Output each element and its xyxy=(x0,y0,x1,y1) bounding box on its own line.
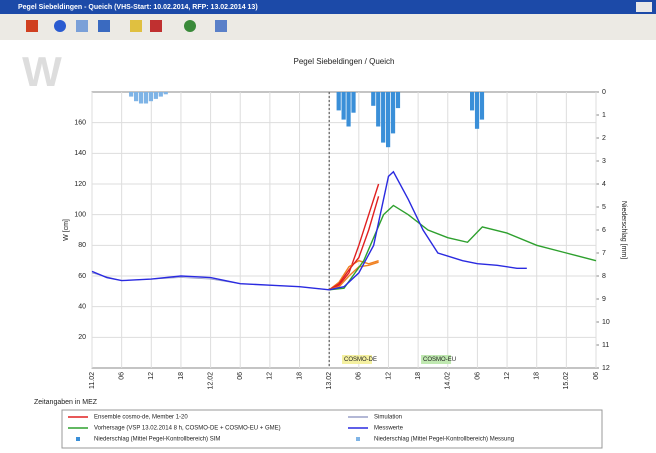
chart-title: Pegel Siebeldingen / Queich xyxy=(294,57,395,66)
y-tick-label: 160 xyxy=(74,120,86,127)
x-tick-label: 18 xyxy=(415,372,422,380)
legend-label: Niederschlag (Mittel Pegel-Kontrollberei… xyxy=(94,437,220,443)
logo: W xyxy=(22,48,62,95)
x-tick-label: 12 xyxy=(267,372,274,380)
y2-tick-label: 11 xyxy=(602,342,609,349)
y-tick-label: 60 xyxy=(78,273,86,280)
annotation-box xyxy=(421,355,452,364)
x-tick-label: 14.02 xyxy=(445,372,452,390)
y-tick-label: 40 xyxy=(78,304,86,311)
legend-label: Niederschlag (Mittel Pegel-Kontrollberei… xyxy=(374,437,514,443)
x-tick-label: 18 xyxy=(534,372,541,380)
line xyxy=(328,196,380,291)
x-tick-label: 06 xyxy=(474,372,481,380)
tool-icon[interactable] xyxy=(98,20,110,32)
y2-tick-label: 6 xyxy=(602,227,606,234)
close-button[interactable] xyxy=(636,2,652,12)
x-tick-label: 06 xyxy=(237,372,244,380)
y2-tick-label: 1 xyxy=(602,112,606,119)
x-tick-label: 18 xyxy=(296,372,303,380)
precip-bar xyxy=(336,92,341,111)
title-bar xyxy=(0,0,656,14)
x-tick-label: 12.02 xyxy=(207,372,214,390)
legend-label: Ensemble cosmo-de, Member 1-20 xyxy=(94,415,188,421)
tool-icon[interactable] xyxy=(150,20,162,32)
annotation: COSMO-EU xyxy=(423,357,456,363)
legend-swatch xyxy=(356,437,360,441)
x-tick-label: 11.02 xyxy=(89,372,96,389)
precip-bar xyxy=(129,92,134,97)
y2-tick-label: 10 xyxy=(602,319,610,326)
tool-icon[interactable] xyxy=(130,20,142,32)
y2-tick-label: 3 xyxy=(602,158,606,165)
precip-bar xyxy=(346,92,351,127)
line xyxy=(328,261,379,291)
precip-bar xyxy=(163,92,168,95)
precip-bar xyxy=(390,92,396,134)
x-tick-label: 12 xyxy=(504,372,511,380)
precip-bar xyxy=(351,92,356,113)
y2-axis-label: Niederschlag [mm] xyxy=(620,201,627,259)
precip-bar xyxy=(376,92,381,127)
y2-tick-label: 0 xyxy=(602,89,606,96)
y2-tick-label: 9 xyxy=(602,296,606,303)
y2-tick-label: 12 xyxy=(602,365,610,372)
legend xyxy=(61,409,603,449)
y-tick-label: 100 xyxy=(74,212,86,219)
tool-icon[interactable] xyxy=(184,20,196,32)
tool-icon[interactable] xyxy=(215,20,227,32)
x-tick-label: 18 xyxy=(178,372,185,380)
precip-bar xyxy=(395,92,401,109)
tool-icon[interactable] xyxy=(76,20,88,32)
legend-swatch xyxy=(76,437,80,441)
line xyxy=(329,204,597,291)
legend-label: Messwerte xyxy=(374,426,404,432)
precip-bar xyxy=(474,92,480,129)
line xyxy=(328,183,380,291)
annotation-box xyxy=(342,355,372,364)
plot-area xyxy=(91,91,597,369)
x-tick-label: 15.02 xyxy=(563,372,570,390)
precip-bar xyxy=(381,92,386,143)
y-tick-label: 80 xyxy=(78,242,86,249)
y-axis-label: W [cm] xyxy=(63,219,70,241)
y-tick-label: 20 xyxy=(78,334,86,341)
x-tick-label: 12 xyxy=(385,372,392,380)
x-tick-label: 06 xyxy=(593,372,600,380)
y2-tick-label: 7 xyxy=(602,250,606,257)
tool-icon[interactable] xyxy=(26,20,38,32)
y-tick-label: 140 xyxy=(74,150,86,157)
x-tick-label: 13.02 xyxy=(326,372,333,390)
note: Zeitangaben in MEZ xyxy=(34,399,98,406)
x-tick-label: 06 xyxy=(356,372,363,380)
precip-bar xyxy=(470,92,475,111)
precip-bar xyxy=(153,92,158,99)
precip-bar xyxy=(143,92,149,104)
precip-bar xyxy=(371,92,376,106)
precip-bar xyxy=(138,92,144,104)
y2-tick-label: 2 xyxy=(602,135,606,142)
y-tick-label: 120 xyxy=(74,181,86,188)
tool-icon[interactable] xyxy=(54,20,66,32)
precip-bar xyxy=(134,92,139,102)
precip-bar xyxy=(148,92,154,102)
y2-tick-label: 5 xyxy=(602,204,606,211)
precip-bar xyxy=(158,92,163,97)
x-tick-label: 06 xyxy=(118,372,125,380)
precip-bar xyxy=(341,92,346,120)
window-title: Pegel Siebeldingen - Queich (VHS-Start: … xyxy=(18,4,258,11)
y2-tick-label: 4 xyxy=(602,181,606,188)
x-tick-label: 12 xyxy=(148,372,155,380)
line xyxy=(91,170,527,291)
y2-tick-label: 8 xyxy=(602,273,606,280)
annotation: COSMO-DE xyxy=(344,357,377,363)
precip-bar xyxy=(479,92,485,120)
precip-bar xyxy=(386,92,391,148)
legend-label: Simulation xyxy=(374,415,402,421)
legend-label: Vorhersage (VSP 13.02.2014 8 h, COSMO-DE… xyxy=(94,426,281,432)
